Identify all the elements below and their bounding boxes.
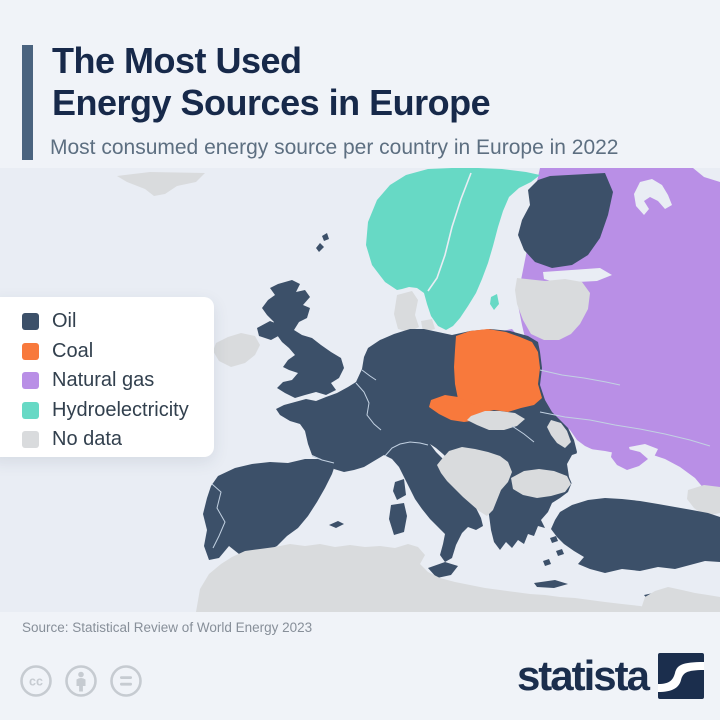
source-note: Source: Statistical Review of World Ener…	[22, 620, 313, 635]
border-russia-ukraine	[539, 411, 711, 447]
country-iceland	[117, 172, 205, 196]
island-sicily	[428, 562, 458, 578]
country-slovakia	[467, 411, 525, 430]
white-sea	[634, 179, 672, 215]
map-svg	[0, 168, 720, 612]
border-spain-portugal	[211, 483, 226, 549]
country-baltic-states	[515, 278, 590, 340]
country-western-balkans	[437, 447, 512, 516]
island-balearics	[329, 521, 344, 528]
legend-item-natural-gas: Natural gas	[22, 366, 214, 396]
title-line-2: Energy Sources in Europe	[52, 82, 491, 124]
island-gotland	[490, 294, 499, 310]
no-data-swatch	[22, 431, 39, 449]
equals-icon	[110, 665, 142, 697]
header: The Most Used Energy Sources in Europe M…	[0, 0, 720, 168]
island-aegean-1	[550, 536, 558, 543]
oil-label: Oil	[52, 310, 77, 333]
country-norway-sweden	[366, 168, 540, 330]
natural-gas-swatch	[22, 372, 39, 390]
title-line-1: The Most Used	[52, 40, 302, 81]
gulf-of-finland	[543, 268, 612, 283]
country-northern-ireland	[257, 321, 282, 340]
island-aegean-3	[543, 559, 551, 566]
country-caucasus	[687, 485, 720, 516]
hydroelectricity-swatch	[22, 401, 39, 419]
black-sea	[567, 449, 710, 512]
legend-item-no-data: No data	[22, 425, 214, 455]
legend-item-oil: Oil	[22, 307, 214, 337]
border-norway-sweden	[427, 172, 472, 292]
region-north-africa	[196, 544, 659, 612]
country-ireland	[213, 333, 260, 367]
country-moldova	[547, 420, 571, 448]
statista-logo: statista	[517, 652, 704, 700]
hydroelectricity-label: Hydroelectricity	[52, 398, 189, 421]
coal-label: Coal	[52, 339, 94, 362]
border-russia-belarus	[539, 369, 621, 386]
country-united-kingdom	[262, 280, 344, 398]
country-poland	[454, 329, 542, 413]
country-bulgaria	[511, 469, 571, 498]
country-turkey	[551, 498, 720, 573]
island-corsica	[393, 479, 406, 500]
statista-wordmark: statista	[516, 652, 650, 699]
europe-choropleth-map	[0, 168, 720, 612]
page-subtitle: Most consumed energy source per country …	[50, 136, 619, 159]
svg-text:cc: cc	[29, 675, 43, 689]
legend-item-coal: Coal	[22, 337, 214, 367]
border-france-germany	[355, 382, 382, 431]
title-accent-bar	[22, 45, 33, 160]
region-levant	[640, 587, 720, 612]
country-denmark	[394, 291, 419, 332]
license-icons: cc	[19, 664, 143, 698]
island-shetland-1	[316, 243, 324, 252]
island-aegean-2	[556, 549, 564, 556]
island-crete	[534, 580, 568, 588]
cc-icon: cc	[20, 665, 52, 697]
legend-item-hydroelectricity: Hydroelectricity	[22, 396, 214, 426]
oil-swatch	[22, 313, 39, 331]
country-finland	[518, 173, 613, 268]
page-title: The Most Used Energy Sources in Europe	[52, 40, 491, 125]
no-data-label: No data	[52, 428, 123, 451]
statista-icon	[658, 653, 704, 699]
natural-gas-label: Natural gas	[52, 369, 155, 392]
coal-swatch	[22, 342, 39, 360]
barents-sea	[693, 168, 720, 182]
country-crimea	[611, 449, 648, 470]
country-czechia	[429, 395, 487, 422]
island-shetland-2	[322, 233, 329, 241]
border-france-spain	[311, 455, 335, 464]
border-alps	[384, 441, 429, 457]
border-hungary-romania	[511, 425, 535, 443]
country-spain-portugal	[203, 459, 336, 560]
island-sardinia	[389, 503, 407, 535]
border-benelux	[361, 369, 377, 381]
legend-card: Oil Coal Natural gas Hydroelectricity No…	[0, 297, 214, 457]
island-zealand	[421, 319, 435, 332]
attribution-icon	[65, 665, 97, 697]
